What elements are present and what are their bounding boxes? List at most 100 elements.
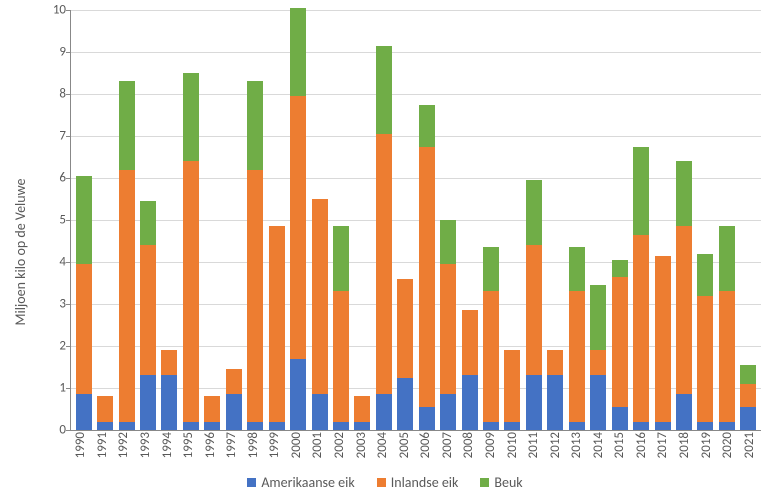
x-tick-label: 2020 — [720, 432, 735, 458]
y-tickmark — [66, 430, 71, 431]
segment-beuk — [697, 254, 713, 296]
segment-beuk — [676, 161, 692, 226]
segment-amerikaanse-eik — [354, 422, 370, 430]
x-tick-label: 2000 — [289, 432, 304, 458]
x-tick-label: 2013 — [569, 432, 584, 458]
segment-beuk — [247, 81, 263, 169]
segment-amerikaanse-eik — [547, 375, 563, 430]
segment-inlandse-eik — [740, 384, 756, 407]
segment-amerikaanse-eik — [140, 375, 156, 430]
segment-inlandse-eik — [462, 310, 478, 375]
x-tick-label: 2008 — [461, 432, 476, 458]
legend-swatch — [480, 478, 489, 487]
x-tick-label: 1995 — [181, 432, 196, 458]
bar-1992 — [119, 81, 135, 430]
segment-amerikaanse-eik — [161, 375, 177, 430]
bar-2010 — [504, 350, 520, 430]
x-tick-label: 1990 — [73, 432, 88, 458]
legend-swatch — [377, 478, 386, 487]
segment-amerikaanse-eik — [504, 422, 520, 430]
segment-inlandse-eik — [590, 350, 606, 375]
bar-2000 — [290, 8, 306, 430]
bar-2004 — [376, 46, 392, 430]
legend: Amerikaanse eikInlandse eikBeuk — [0, 474, 770, 491]
segment-inlandse-eik — [269, 226, 285, 421]
segment-beuk — [740, 365, 756, 384]
x-tick-label: 1993 — [138, 432, 153, 458]
x-tick-label: 1999 — [267, 432, 282, 458]
bar-2001 — [312, 199, 328, 430]
x-axis-ticks: 1990199119921993199419951996199719981999… — [70, 432, 760, 458]
bar-2015 — [612, 260, 628, 430]
segment-beuk — [483, 247, 499, 291]
chart-container: Miljoen kilo op de Veluwe 012345678910 1… — [0, 0, 770, 503]
segment-inlandse-eik — [290, 96, 306, 359]
y-tick-label: 5 — [36, 213, 66, 228]
bar-2018 — [676, 161, 692, 430]
x-tick-label: 2015 — [612, 432, 627, 458]
segment-beuk — [440, 220, 456, 264]
segment-beuk — [612, 260, 628, 277]
legend-swatch — [247, 478, 256, 487]
segment-inlandse-eik — [655, 256, 671, 422]
x-tick-label: 2012 — [548, 432, 563, 458]
segment-amerikaanse-eik — [119, 422, 135, 430]
segment-inlandse-eik — [676, 226, 692, 394]
x-tick-label: 2017 — [655, 432, 670, 458]
segment-inlandse-eik — [612, 277, 628, 407]
segment-amerikaanse-eik — [440, 394, 456, 430]
legend-item: Amerikaanse eik — [247, 474, 354, 491]
legend-label: Amerikaanse eik — [261, 474, 354, 491]
x-tick-label: 2005 — [397, 432, 412, 458]
segment-inlandse-eik — [76, 264, 92, 394]
bar-1997 — [226, 369, 242, 430]
bar-1998 — [247, 81, 263, 430]
x-tick-label: 2014 — [591, 432, 606, 458]
segment-amerikaanse-eik — [590, 375, 606, 430]
segment-beuk — [76, 176, 92, 264]
bar-1999 — [269, 226, 285, 430]
bar-1993 — [140, 201, 156, 430]
x-tick-label: 1994 — [160, 432, 175, 458]
bar-2012 — [547, 350, 563, 430]
x-tick-label: 2002 — [332, 432, 347, 458]
y-tick-label: 10 — [36, 3, 66, 18]
segment-inlandse-eik — [526, 245, 542, 375]
bar-2005 — [397, 279, 413, 430]
segment-beuk — [719, 226, 735, 291]
segment-inlandse-eik — [697, 296, 713, 422]
x-tick-label: 2021 — [742, 432, 757, 458]
bar-1990 — [76, 176, 92, 430]
bar-2002 — [333, 226, 349, 430]
bar-1991 — [97, 396, 113, 430]
x-tick-label: 1998 — [246, 432, 261, 458]
segment-inlandse-eik — [247, 170, 263, 422]
segment-inlandse-eik — [226, 369, 242, 394]
segment-inlandse-eik — [97, 396, 113, 421]
x-tick-label: 2001 — [310, 432, 325, 458]
bar-2009 — [483, 247, 499, 430]
segment-inlandse-eik — [719, 291, 735, 421]
x-tick-label: 1997 — [224, 432, 239, 458]
bar-2014 — [590, 285, 606, 430]
x-tick-label: 1996 — [203, 432, 218, 458]
bar-2006 — [419, 105, 435, 430]
y-axis-label: Miljoen kilo op de Veluwe — [12, 178, 29, 325]
x-tick-label: 2016 — [634, 432, 649, 458]
segment-amerikaanse-eik — [376, 394, 392, 430]
segment-amerikaanse-eik — [676, 394, 692, 430]
segment-amerikaanse-eik — [269, 422, 285, 430]
legend-label: Beuk — [494, 474, 522, 491]
bars — [71, 10, 761, 430]
bar-2008 — [462, 310, 478, 430]
y-tick-label: 3 — [36, 297, 66, 312]
x-tick-label: 2011 — [526, 432, 541, 458]
bar-2011 — [526, 180, 542, 430]
segment-beuk — [376, 46, 392, 134]
segment-amerikaanse-eik — [226, 394, 242, 430]
x-tick-label: 1992 — [116, 432, 131, 458]
segment-inlandse-eik — [547, 350, 563, 375]
segment-amerikaanse-eik — [569, 422, 585, 430]
plot-area — [70, 10, 761, 431]
y-tick-label: 0 — [36, 423, 66, 438]
